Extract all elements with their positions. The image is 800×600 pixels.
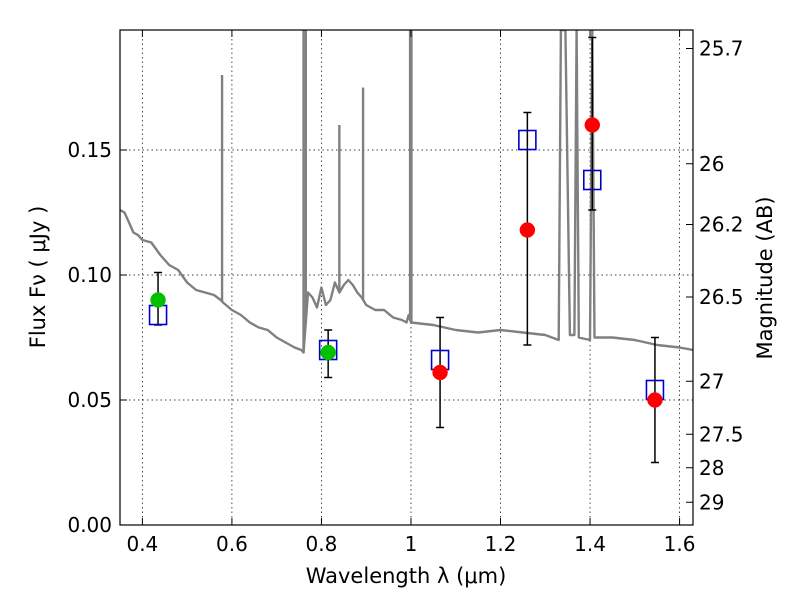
x-axis-label: Wavelength λ (μm): [306, 564, 507, 588]
plot-area: [120, 30, 693, 464]
magnitude-tick-label: 27.5: [699, 422, 744, 446]
nir-point: [584, 117, 601, 133]
y-tick-label: 0.00: [67, 513, 112, 537]
sed-layer: [120, 30, 693, 354]
magnitude-tick-labels: 25.7 26 26.2 26.5 27 27.5 28 29: [699, 37, 744, 515]
y-tick-label: 0.10: [67, 263, 112, 287]
x-tick-label: 0.6: [216, 532, 248, 556]
x-tick-label: 1: [405, 532, 418, 556]
magnitude-tick-label: 27: [699, 369, 724, 393]
optical-point: [150, 292, 166, 308]
plot-background: [120, 30, 693, 525]
magnitude-tick-label: 28: [699, 456, 724, 480]
y-axis-label: Flux Fν ( μJy ): [26, 206, 50, 349]
x-tick-labels: 0.4 0.6 0.8 1 1.2 1.4 1.6: [126, 532, 695, 556]
plot-frame: [119, 29, 694, 526]
magnitude-tick-label: 26: [699, 152, 724, 176]
optical-point: [320, 344, 336, 361]
model-point: [582, 169, 602, 191]
magnitude-tick-label: 25.7: [699, 37, 744, 61]
x-tick-label: 0.4: [126, 532, 158, 556]
y-tick-label: 0.15: [67, 138, 112, 162]
nir-point: [432, 364, 448, 381]
y-tick-labels: 0.00 0.05 0.10 0.15: [67, 138, 112, 537]
tick-marks: [120, 30, 693, 526]
magnitude-tick-label: 29: [699, 490, 724, 514]
x-tick-label: 1.6: [664, 532, 696, 556]
x-tick-label: 0.8: [306, 532, 338, 556]
nir-point: [519, 222, 536, 238]
x-tick-label: 1.4: [574, 532, 606, 556]
model-point: [518, 129, 537, 151]
magnitude-tick-label: 26.5: [699, 285, 744, 309]
x-tick-label: 1.2: [485, 532, 517, 556]
magnitude-tick-label: 26.2: [699, 213, 744, 237]
y-tick-label: 0.05: [67, 388, 112, 412]
nir-point: [647, 392, 663, 408]
marker-layer: [148, 117, 665, 408]
right-axis-label: Magnitude (AB): [753, 196, 777, 359]
